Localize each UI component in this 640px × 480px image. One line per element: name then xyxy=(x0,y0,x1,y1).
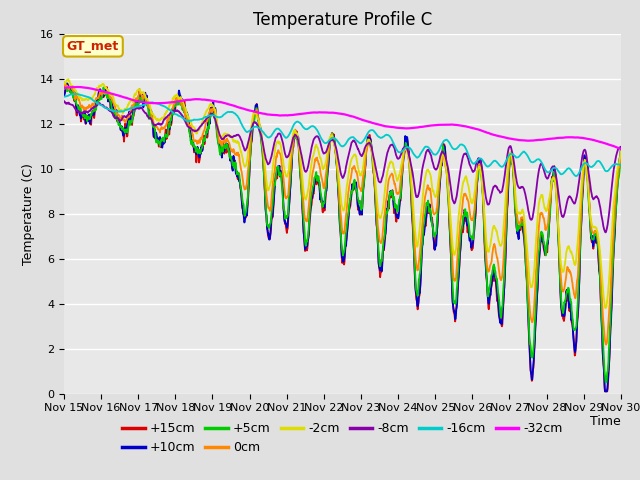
+5cm xyxy=(60,84,68,89)
+5cm xyxy=(429,224,436,230)
Legend: +15cm, +10cm, +5cm, 0cm, -2cm, -8cm, -16cm, -32cm: +15cm, +10cm, +5cm, 0cm, -2cm, -8cm, -16… xyxy=(117,417,568,459)
+5cm xyxy=(602,380,609,385)
-8cm xyxy=(184,123,191,129)
-16cm xyxy=(60,94,68,100)
Line: +15cm: +15cm xyxy=(64,86,621,391)
X-axis label: Time: Time xyxy=(590,415,621,428)
-2cm xyxy=(246,130,254,136)
+15cm xyxy=(502,240,509,246)
0cm xyxy=(502,220,509,226)
+15cm xyxy=(429,227,437,233)
-16cm xyxy=(171,111,179,117)
0cm xyxy=(60,79,68,85)
+10cm xyxy=(601,388,609,394)
-16cm xyxy=(617,161,625,167)
-16cm xyxy=(72,91,80,96)
+15cm xyxy=(68,83,76,89)
-2cm xyxy=(184,115,192,120)
0cm xyxy=(429,207,436,213)
+10cm xyxy=(429,231,437,237)
0cm xyxy=(170,101,178,107)
+15cm xyxy=(184,117,192,123)
+10cm xyxy=(551,170,559,176)
-32cm xyxy=(429,122,437,128)
+5cm xyxy=(246,157,254,163)
-16cm xyxy=(551,165,559,171)
Line: +10cm: +10cm xyxy=(64,83,621,391)
-8cm xyxy=(502,166,509,172)
+10cm xyxy=(60,92,68,97)
-8cm xyxy=(551,167,559,172)
Line: 0cm: 0cm xyxy=(64,82,621,345)
-2cm xyxy=(171,95,179,100)
+15cm xyxy=(601,388,609,394)
-32cm xyxy=(617,146,625,152)
Title: Temperature Profile C: Temperature Profile C xyxy=(253,11,432,29)
+10cm xyxy=(617,144,625,150)
+10cm xyxy=(63,80,70,86)
-2cm xyxy=(60,79,68,85)
+10cm xyxy=(184,118,192,123)
-8cm xyxy=(602,229,609,235)
Line: -16cm: -16cm xyxy=(64,94,621,176)
-8cm xyxy=(170,108,178,114)
0cm xyxy=(551,175,559,180)
+10cm xyxy=(171,106,179,111)
-32cm xyxy=(184,97,192,103)
-2cm xyxy=(502,192,509,198)
-8cm xyxy=(617,144,625,150)
-16cm xyxy=(246,127,254,133)
-32cm xyxy=(171,99,179,105)
-2cm xyxy=(551,178,559,184)
+15cm xyxy=(246,149,254,155)
0cm xyxy=(602,342,610,348)
-32cm xyxy=(246,108,254,114)
-16cm xyxy=(184,118,192,124)
+10cm xyxy=(246,148,254,154)
Line: -32cm: -32cm xyxy=(64,87,621,149)
+5cm xyxy=(184,122,191,128)
-2cm xyxy=(429,189,437,194)
-32cm xyxy=(502,135,509,141)
+15cm xyxy=(60,89,68,95)
-16cm xyxy=(502,159,509,165)
-32cm xyxy=(60,85,68,91)
Line: +5cm: +5cm xyxy=(64,86,621,383)
-2cm xyxy=(617,148,625,154)
-2cm xyxy=(602,305,609,311)
-32cm xyxy=(551,135,559,141)
0cm xyxy=(617,155,625,160)
+15cm xyxy=(617,149,625,155)
+10cm xyxy=(502,242,509,248)
+15cm xyxy=(171,108,179,114)
0cm xyxy=(246,144,254,149)
-2cm xyxy=(65,76,72,82)
+15cm xyxy=(551,170,559,176)
Line: -2cm: -2cm xyxy=(64,79,621,308)
-16cm xyxy=(429,151,437,157)
-8cm xyxy=(429,159,436,165)
-8cm xyxy=(60,98,68,104)
0cm xyxy=(184,120,191,125)
-16cm xyxy=(572,173,580,179)
Text: GT_met: GT_met xyxy=(67,40,119,53)
Y-axis label: Temperature (C): Temperature (C) xyxy=(22,163,35,264)
+5cm xyxy=(617,151,625,156)
-8cm xyxy=(246,132,254,137)
-32cm xyxy=(74,84,82,90)
+5cm xyxy=(502,240,509,245)
+5cm xyxy=(170,102,178,108)
Line: -8cm: -8cm xyxy=(64,101,621,232)
+5cm xyxy=(551,172,559,178)
